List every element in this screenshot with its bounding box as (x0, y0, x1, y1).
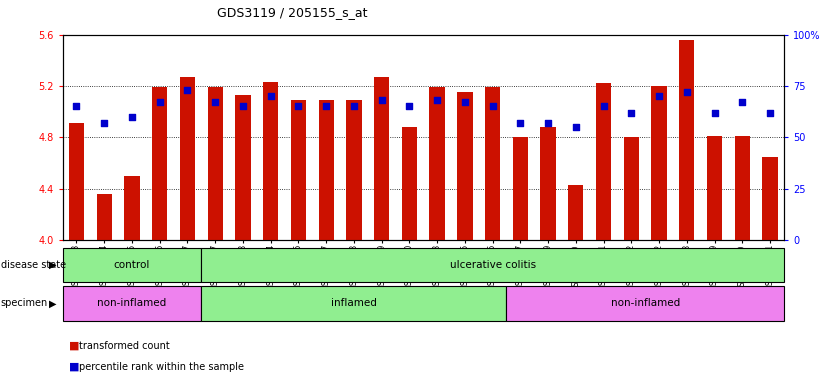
Bar (513, 137, 528, 240)
Bar (235, 95, 250, 240)
Bar (679, 40, 695, 240)
Bar (430, 87, 445, 240)
Point (264, 93, 278, 99)
Bar (319, 100, 334, 240)
Point (70, 103, 83, 109)
Point (597, 103, 610, 109)
Point (403, 103, 416, 109)
Point (681, 89, 694, 95)
Bar (651, 86, 666, 240)
Text: ■: ■ (69, 341, 80, 351)
Point (569, 124, 582, 130)
Bar (374, 77, 389, 240)
Point (153, 99, 166, 106)
Point (347, 103, 360, 109)
Text: disease state: disease state (1, 260, 66, 270)
Point (125, 114, 138, 120)
Bar (707, 136, 722, 240)
Bar (201, 248, 784, 282)
Bar (208, 87, 223, 240)
Bar (180, 77, 195, 240)
Point (98, 120, 111, 126)
Point (486, 103, 500, 109)
Bar (63, 248, 201, 282)
Point (736, 99, 749, 106)
Text: ■: ■ (69, 362, 80, 372)
Text: inflamed: inflamed (331, 298, 377, 308)
Bar (63, 286, 201, 321)
Bar (735, 136, 750, 240)
Bar (540, 127, 555, 240)
Bar (201, 286, 506, 321)
Point (292, 103, 305, 109)
Point (319, 103, 333, 109)
Bar (457, 92, 473, 240)
Text: ▶: ▶ (49, 298, 57, 308)
Bar (402, 127, 417, 240)
Bar (263, 82, 279, 240)
Point (625, 109, 638, 116)
Point (763, 109, 776, 116)
Bar (568, 185, 584, 240)
Text: non-inflamed: non-inflamed (610, 298, 680, 308)
Point (458, 99, 471, 106)
Text: non-inflamed: non-inflamed (98, 298, 167, 308)
Bar (762, 157, 778, 240)
Point (430, 97, 444, 103)
Point (375, 97, 389, 103)
Point (514, 120, 527, 126)
Bar (124, 176, 139, 240)
Text: control: control (113, 260, 150, 270)
Bar (152, 87, 168, 240)
Bar (596, 83, 611, 240)
Bar (485, 87, 500, 240)
Point (208, 99, 222, 106)
Point (541, 120, 555, 126)
Point (181, 87, 194, 93)
Bar (346, 100, 361, 240)
Bar (97, 194, 112, 240)
Text: ▶: ▶ (49, 260, 57, 270)
Text: ulcerative colitis: ulcerative colitis (450, 260, 535, 270)
Text: GDS3119 / 205155_s_at: GDS3119 / 205155_s_at (217, 6, 367, 19)
Text: transformed count: transformed count (79, 341, 170, 351)
Text: percentile rank within the sample: percentile rank within the sample (79, 362, 244, 372)
Point (652, 93, 666, 99)
Bar (624, 137, 639, 240)
Point (236, 103, 249, 109)
Bar (506, 286, 784, 321)
Bar (68, 123, 84, 240)
Point (708, 109, 721, 116)
Bar (291, 100, 306, 240)
Text: specimen: specimen (1, 298, 48, 308)
